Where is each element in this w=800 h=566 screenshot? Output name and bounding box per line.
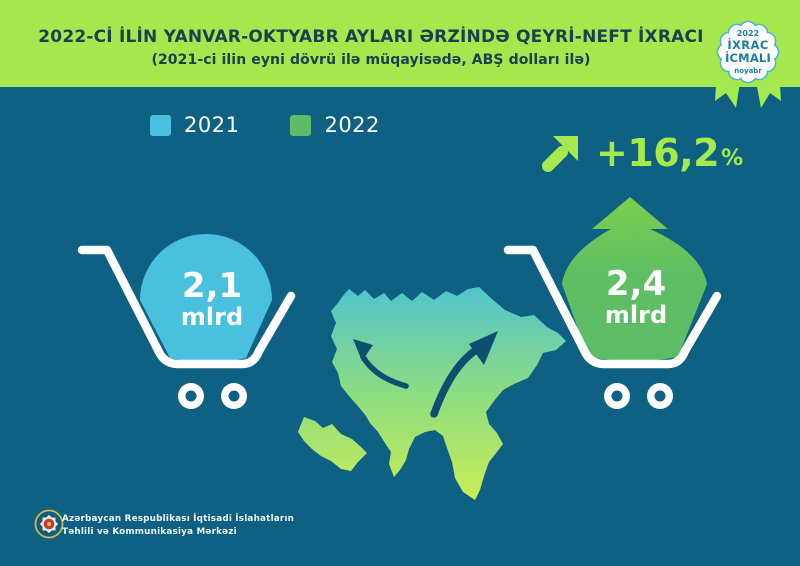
badge-year: 2022: [736, 29, 760, 38]
page-subtitle: (2021-ci ilin eyni dövrü ilə müqayisədə,…: [151, 52, 591, 68]
org-emblem-icon: [34, 509, 64, 539]
badge-title-line1: İXRAC: [727, 38, 769, 52]
growth-percent-sign: %: [721, 146, 744, 171]
export-arrows-icon: [353, 331, 498, 418]
growth-value: +16,2: [596, 131, 720, 175]
shopping-cart-icon-2022: [503, 245, 722, 409]
growth-indicator: +16,2 %: [540, 130, 743, 176]
badge-month: noyabr: [734, 67, 762, 75]
legend-item-2022: 2022: [290, 113, 379, 137]
legend-label-2022: 2022: [324, 113, 380, 137]
legend-item-2021: 2021: [150, 113, 239, 137]
org-name: Azərbaycan Respublikası İqtisadi İslahat…: [62, 513, 294, 539]
header: 2022-Cİ İLİN YANVAR-OKTYABR AYLARI ƏRZİN…: [0, 0, 800, 87]
org-name-line2: Təhlili və Kommunikasiya Mərkəzi: [62, 527, 237, 537]
value-bubble-2021: [139, 233, 272, 363]
value-bubble-2022: [562, 197, 707, 361]
legend-label-2021: 2021: [184, 113, 240, 137]
badge-seal-icon: [716, 20, 780, 84]
trend-up-arrow-icon: [542, 136, 578, 172]
org-name-line1: Azərbaycan Respublikası İqtisadi İslahat…: [62, 514, 295, 524]
legend-swatch-2021: [150, 114, 171, 136]
badge-title-line2: İCMALI: [725, 51, 771, 65]
page-title: 2022-Cİ İLİN YANVAR-OKTYABR AYLARI ƏRZİN…: [38, 27, 704, 47]
shopping-cart-icon-2021: [77, 245, 296, 409]
azerbaijan-map: [298, 287, 566, 500]
award-badge: [715, 20, 781, 108]
cart-2021-unit: mlrd: [180, 303, 244, 331]
legend: 2021 2022: [150, 113, 380, 137]
cart-2021-value: 2,1: [181, 266, 243, 306]
cart-2022-unit: mlrd: [604, 301, 668, 329]
cart-2022-value: 2,4: [605, 264, 667, 304]
legend-swatch-2022: [290, 114, 312, 136]
